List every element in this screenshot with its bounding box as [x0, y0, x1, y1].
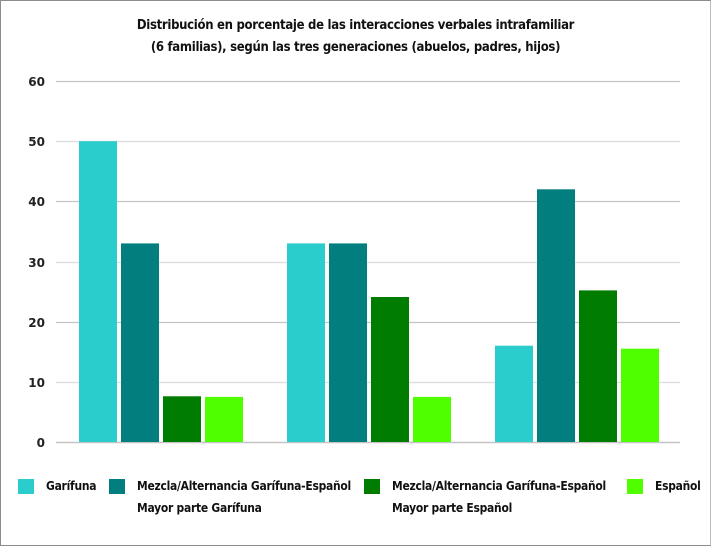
chart-title-line-1: Distribución en porcentaje de las intera…	[136, 18, 575, 33]
bar	[537, 189, 575, 442]
legend-item-mezcla-espanol: Mezcla/Alternancia Garífuna-Español Mayo…	[364, 478, 641, 519]
chart-title-line-2: (6 familias), según las tres generacione…	[150, 40, 561, 55]
legend-sublabel: Mayor parte Español	[392, 500, 512, 515]
legend-sublabel: Mayor parte Garífuna	[137, 500, 262, 515]
bar	[579, 290, 617, 442]
gridlines	[56, 80, 680, 444]
bar	[79, 141, 117, 442]
y-tick-label: 60	[28, 75, 45, 89]
y-tick-label: 20	[28, 316, 45, 330]
bar	[121, 243, 159, 442]
legend-swatch	[364, 479, 380, 494]
y-tick-label: 30	[28, 256, 45, 270]
y-tick-label: 10	[28, 376, 45, 390]
y-axis-ticks: 0 10 20 30 40 50 60	[28, 75, 45, 450]
bar	[205, 396, 243, 442]
bar	[371, 297, 409, 442]
bar	[329, 243, 367, 442]
legend-item-garifuna: Garífuna	[18, 478, 104, 497]
bar	[413, 396, 451, 442]
bars	[79, 141, 659, 442]
legend-swatch	[109, 479, 125, 494]
legend-label: Garífuna	[46, 478, 97, 493]
bar	[287, 243, 325, 442]
y-tick-label: 40	[28, 195, 45, 209]
bar	[163, 396, 201, 442]
legend-item-mezcla-garifuna: Mezcla/Alternancia Garífuna-Español Mayo…	[109, 478, 386, 519]
legend-swatch	[627, 479, 643, 494]
legend: Garífuna Mezcla/Alternancia Garífuna-Esp…	[0, 478, 711, 538]
y-tick-label: 0	[37, 436, 45, 450]
legend-label: Mezcla/Alternancia Garífuna-Español	[392, 478, 606, 493]
legend-swatch	[18, 479, 34, 494]
chart-title: Distribución en porcentaje de las intera…	[0, 15, 711, 59]
y-tick-label: 50	[28, 135, 45, 149]
legend-label: Español	[655, 478, 701, 493]
legend-label: Mezcla/Alternancia Garífuna-Español	[137, 478, 351, 493]
legend-item-espanol: Español	[627, 478, 708, 497]
bar	[495, 345, 533, 442]
bar	[621, 348, 659, 442]
